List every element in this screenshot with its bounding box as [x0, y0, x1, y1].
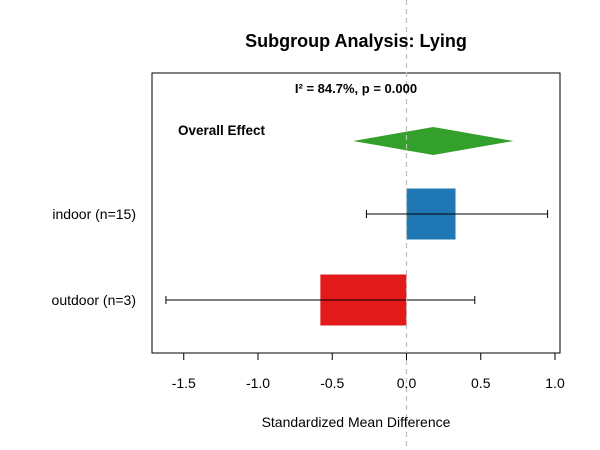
x-tick-label: 1.0 — [545, 375, 565, 391]
chart-title: Subgroup Analysis: Lying — [245, 31, 467, 51]
x-tick-label: -0.5 — [320, 375, 344, 391]
heterogeneity-stat: I² = 84.7%, p = 0.000 — [295, 81, 417, 96]
x-tick-label: -1.0 — [246, 375, 270, 391]
overall-effect-diamond — [353, 127, 514, 155]
x-tick-label: 0.5 — [471, 375, 491, 391]
x-axis: -1.5 -1.0 -0.5 0.0 0.5 1.0 — [172, 353, 565, 391]
chart-marks — [165, 127, 549, 326]
overall-effect-label: Overall Effect — [178, 123, 266, 138]
subgroup-label-outdoor: outdoor (n=3) — [52, 292, 136, 308]
subgroup-label-indoor: indoor (n=15) — [52, 206, 136, 222]
x-tick-label: 0.0 — [397, 375, 417, 391]
x-axis-title: Standardized Mean Difference — [262, 414, 451, 430]
x-tick-label: -1.5 — [172, 375, 196, 391]
plot-frame — [151, 72, 561, 354]
